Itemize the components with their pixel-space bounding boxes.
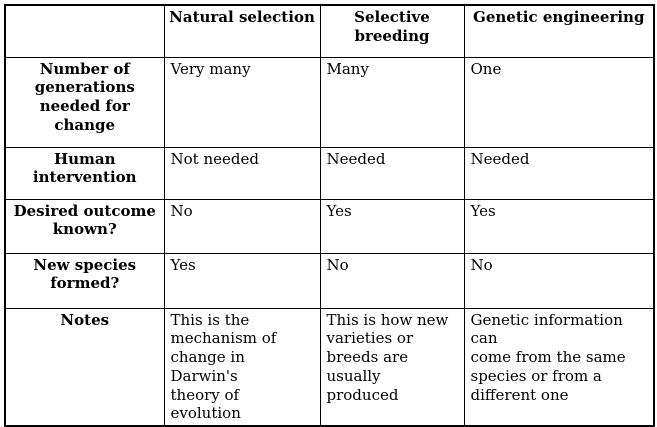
cell-notes-selective-breeding: This is how new varieties or breeds are … — [319, 307, 465, 427]
cell-generations-selective-breeding: Many — [319, 56, 465, 148]
table-row-generations: Number of generations needed for change … — [4, 56, 655, 148]
corner-cell — [4, 4, 165, 58]
header-row: Natural selection Selective breeding Gen… — [4, 4, 655, 58]
table-row-notes: Notes This is the mechanism of change in… — [4, 307, 655, 427]
row-label-notes: Notes — [4, 307, 165, 427]
table-row-human-intervention: Human intervention Not needed Needed Nee… — [4, 146, 655, 200]
row-label-human-intervention: Human intervention — [4, 146, 165, 200]
row-label-desired-outcome: Desired outcome known? — [4, 198, 165, 254]
page: Natural selection Selective breeding Gen… — [4, 4, 655, 427]
table-row-desired-outcome: Desired outcome known? No Yes Yes — [4, 198, 655, 254]
cell-species-natural-selection: Yes — [163, 252, 321, 309]
cell-outcome-genetic-engineering: Yes — [463, 198, 655, 254]
col-header-selective-breeding: Selective breeding — [319, 4, 465, 58]
cell-species-genetic-engineering: No — [463, 252, 655, 309]
table-row-new-species: New species formed? Yes No No — [4, 252, 655, 309]
cell-notes-genetic-engineering: Genetic information can come from the sa… — [463, 307, 655, 427]
row-label-generations: Number of generations needed for change — [4, 56, 165, 148]
cell-outcome-natural-selection: No — [163, 198, 321, 254]
comparison-table: Natural selection Selective breeding Gen… — [4, 4, 655, 427]
cell-intervention-genetic-engineering: Needed — [463, 146, 655, 200]
cell-generations-genetic-engineering: One — [463, 56, 655, 148]
col-header-natural-selection: Natural selection — [163, 4, 321, 58]
cell-intervention-natural-selection: Not needed — [163, 146, 321, 200]
cell-outcome-selective-breeding: Yes — [319, 198, 465, 254]
cell-intervention-selective-breeding: Needed — [319, 146, 465, 200]
col-header-genetic-engineering: Genetic engineering — [463, 4, 655, 58]
row-label-new-species: New species formed? — [4, 252, 165, 309]
cell-notes-natural-selection: This is the mechanism of change in Darwi… — [163, 307, 321, 427]
cell-species-selective-breeding: No — [319, 252, 465, 309]
cell-generations-natural-selection: Very many — [163, 56, 321, 148]
